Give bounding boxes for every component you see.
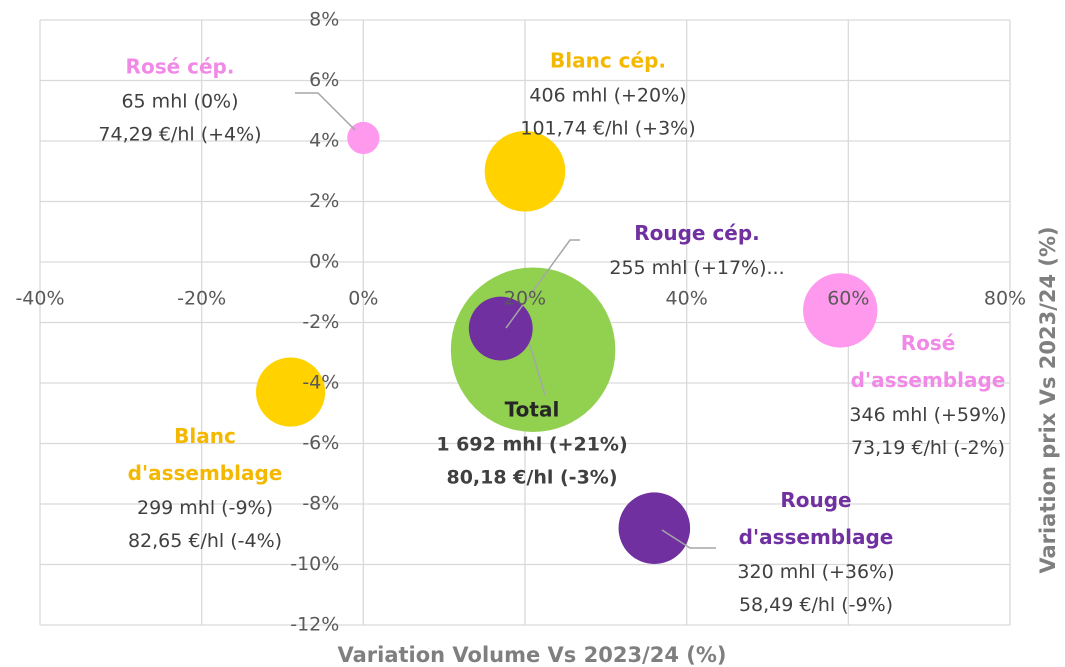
series-name: Rouge cép.	[634, 221, 760, 245]
bubble	[256, 357, 326, 427]
x-tick-label: 40%	[666, 288, 708, 310]
series-name: Rosé d'assemblage	[850, 331, 1006, 392]
value-label: 346 mhl (+59%)	[849, 404, 1007, 426]
bubbles	[256, 121, 878, 564]
value-label: 73,19 €/hl (-2%)	[850, 437, 1006, 459]
x-tick-label: -40%	[15, 288, 64, 310]
x-axis-title: Variation Volume Vs 2023/24 (%)	[337, 643, 727, 667]
value-label: 101,74 €/hl (+3%)	[520, 117, 696, 140]
leader-line	[529, 344, 546, 396]
value-label: 1 692 mhl (+21%)	[436, 433, 628, 456]
y-tick-label: 8%	[309, 9, 339, 31]
bubble-label: Rosé d'assemblage 346 mhl (+59%) 73,19 €/h…	[828, 325, 1028, 465]
leader-line	[295, 92, 356, 131]
y-tick-label: -2%	[302, 311, 339, 333]
series-name: Total	[504, 397, 560, 422]
bubble-label: Rouge d'assemblage 320 mhl (+36%) 58,49 €/…	[706, 482, 926, 622]
y-tick-label: 0%	[309, 251, 339, 273]
value-label: 255 mhl (+17%)...	[609, 257, 785, 279]
bubble-label: Rouge cép. 255 mhl (+17%)...	[567, 215, 827, 285]
series-name: Rouge d'assemblage	[738, 488, 894, 549]
series-name: Blanc d'assemblage	[127, 424, 283, 485]
x-tick-label: 20%	[504, 288, 546, 310]
leader-line	[505, 239, 580, 329]
y-tick-label: -12%	[290, 614, 339, 636]
bubble-label: Blanc cép. 406 mhl (+20%) 101,74 €/hl (+3%…	[478, 43, 738, 146]
bubble-label: Blanc d'assemblage 299 mhl (-9%) 82,65 €/h…	[105, 418, 305, 558]
value-label: 320 mhl (+36%)	[737, 561, 895, 583]
y-tick-label: -4%	[302, 372, 339, 394]
series-name: Blanc cép.	[550, 48, 666, 73]
ticks: -40% -20% 0% 20% 40% 60% 80% -12% -10% -8% -6% -4% -…	[15, 9, 1026, 636]
value-label: 82,65 €/hl (-4%)	[127, 530, 283, 552]
value-label: 406 mhl (+20%)	[529, 84, 687, 107]
x-tick-label: 0%	[348, 288, 378, 310]
y-tick-label: -8%	[302, 493, 339, 515]
y-tick-label: 4%	[309, 130, 339, 152]
x-tick-label: 80%	[984, 288, 1026, 310]
bubble	[347, 121, 380, 155]
value-label: 58,49 €/hl (-9%)	[738, 594, 894, 616]
x-tick-label: -20%	[177, 288, 226, 310]
y-tick-label: -6%	[302, 432, 339, 454]
y-tick-label: -10%	[290, 553, 339, 575]
bubble	[803, 273, 878, 348]
bubble-label: Rosé cép. 65 mhl (0%) 74,29 €/hl (+4%)	[80, 49, 280, 152]
x-tick-label: 60%	[827, 288, 869, 310]
y-axis-title: Variation prix Vs 2023/24 (%)	[1036, 226, 1060, 574]
bubble-label: Total 1 692 mhl (+21%) 80,18 €/hl (-3%)	[402, 392, 662, 495]
leader-lines	[295, 92, 716, 549]
series-name: Rosé cép.	[125, 54, 235, 79]
value-label: 299 mhl (-9%)	[137, 497, 273, 519]
value-label: 65 mhl (0%)	[121, 90, 239, 113]
value-label: 80,18 €/hl (-3%)	[446, 466, 618, 489]
leader-line	[661, 529, 716, 549]
y-tick-label: 2%	[309, 190, 339, 212]
y-tick-label: 6%	[309, 69, 339, 91]
value-label: 74,29 €/hl (+4%)	[98, 123, 262, 146]
bubble	[618, 492, 691, 564]
bubble	[484, 130, 566, 212]
